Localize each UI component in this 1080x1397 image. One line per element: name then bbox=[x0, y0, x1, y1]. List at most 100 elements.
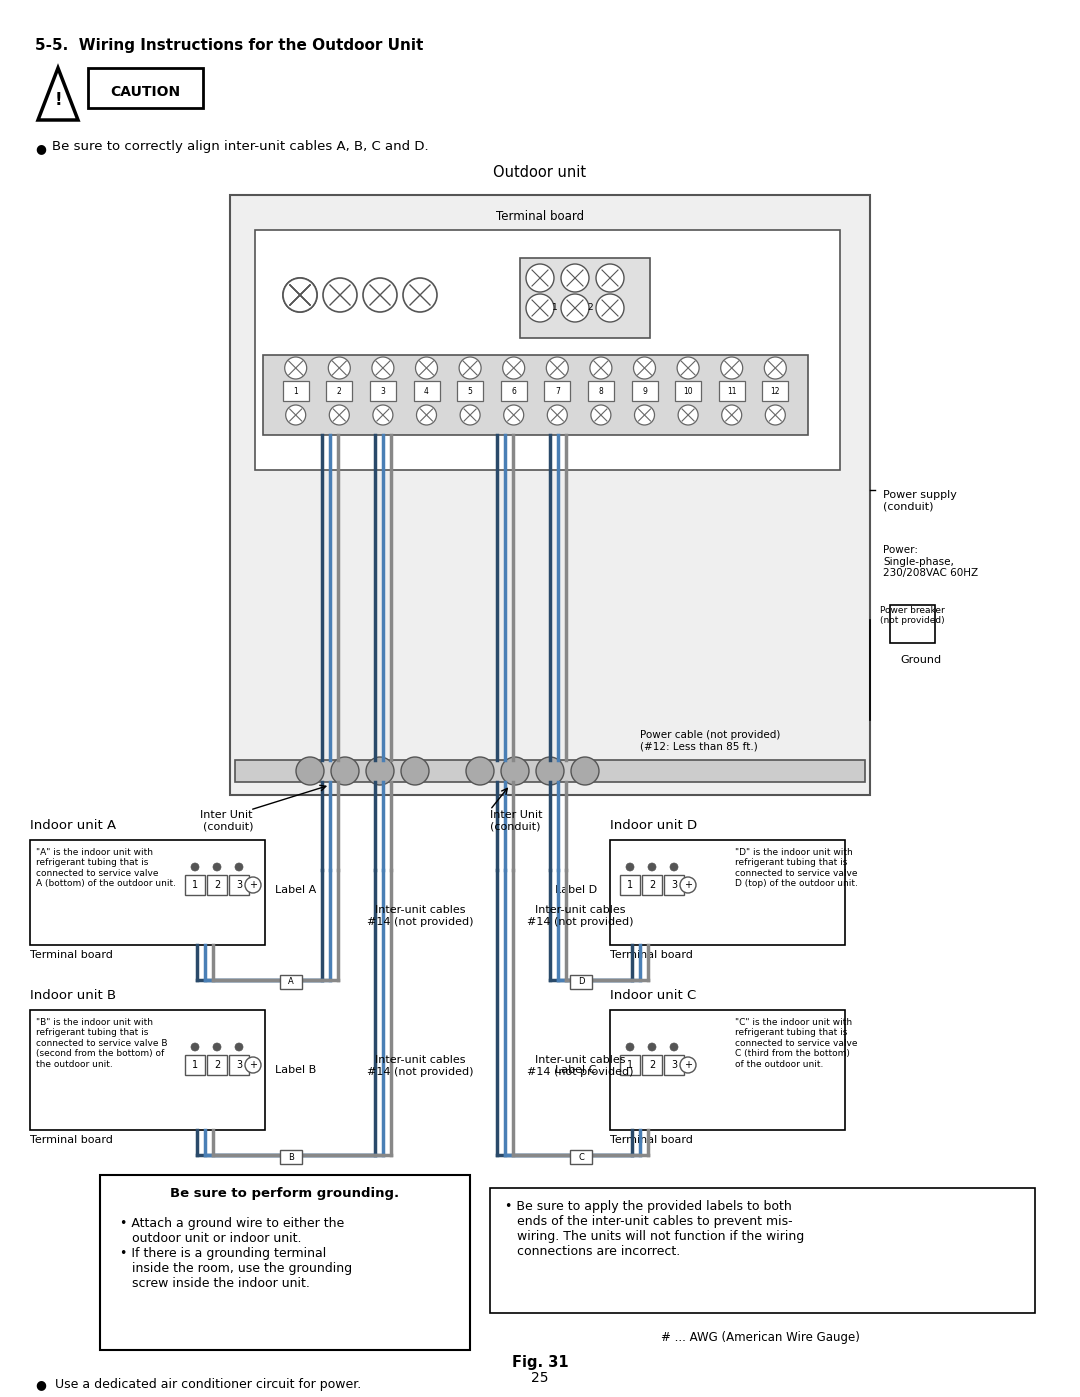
Circle shape bbox=[191, 863, 199, 870]
Bar bbox=[664, 875, 684, 895]
Circle shape bbox=[416, 358, 437, 379]
Text: Fig. 31: Fig. 31 bbox=[512, 1355, 568, 1370]
Text: "B" is the indoor unit with
refrigerant tubing that is
connected to service valv: "B" is the indoor unit with refrigerant … bbox=[36, 1018, 167, 1069]
Circle shape bbox=[286, 405, 306, 425]
Circle shape bbox=[323, 278, 357, 312]
Bar bbox=[610, 1010, 845, 1130]
Text: 7: 7 bbox=[555, 387, 559, 395]
Bar bbox=[185, 1055, 205, 1076]
Text: Inter-unit cables
#14 (not provided): Inter-unit cables #14 (not provided) bbox=[527, 1055, 633, 1077]
Text: Power:
Single-phase,
230/208VAC 60HZ: Power: Single-phase, 230/208VAC 60HZ bbox=[883, 545, 978, 578]
Bar bbox=[519, 258, 650, 338]
Circle shape bbox=[678, 405, 698, 425]
Circle shape bbox=[366, 757, 394, 785]
Text: Inter-unit cables
#14 (not provided): Inter-unit cables #14 (not provided) bbox=[527, 905, 633, 926]
Text: Inter Unit
(conduit): Inter Unit (conduit) bbox=[201, 810, 253, 831]
Text: Inter-unit cables
#14 (not provided): Inter-unit cables #14 (not provided) bbox=[367, 905, 473, 926]
Text: Label A: Label A bbox=[275, 886, 316, 895]
Text: ●: ● bbox=[35, 142, 45, 155]
Circle shape bbox=[596, 264, 624, 292]
Bar bbox=[620, 1055, 640, 1076]
Bar bbox=[87, 68, 203, 108]
Text: +: + bbox=[249, 880, 257, 890]
Text: 9: 9 bbox=[643, 387, 647, 395]
Text: 5: 5 bbox=[468, 387, 473, 395]
Bar bbox=[414, 381, 440, 401]
Text: 5-5.  Wiring Instructions for the Outdoor Unit: 5-5. Wiring Instructions for the Outdoor… bbox=[35, 38, 423, 53]
Text: +: + bbox=[684, 880, 692, 890]
Text: 1: 1 bbox=[192, 880, 198, 890]
Text: 1: 1 bbox=[626, 880, 633, 890]
Circle shape bbox=[766, 405, 785, 425]
Circle shape bbox=[626, 1044, 634, 1051]
Circle shape bbox=[721, 405, 742, 425]
Circle shape bbox=[670, 863, 678, 870]
Circle shape bbox=[648, 1044, 656, 1051]
Bar bbox=[229, 875, 249, 895]
Text: 11: 11 bbox=[727, 387, 737, 395]
Circle shape bbox=[459, 358, 481, 379]
Bar bbox=[664, 1055, 684, 1076]
Text: Indoor unit A: Indoor unit A bbox=[30, 819, 117, 833]
Circle shape bbox=[670, 1044, 678, 1051]
Text: +: + bbox=[249, 1060, 257, 1070]
Text: 4: 4 bbox=[424, 387, 429, 395]
Bar bbox=[30, 840, 265, 944]
Bar bbox=[501, 381, 527, 401]
Text: Be sure to perform grounding.: Be sure to perform grounding. bbox=[171, 1187, 400, 1200]
Text: Power breaker
(not provided): Power breaker (not provided) bbox=[879, 606, 944, 626]
Bar bbox=[229, 1055, 249, 1076]
Text: "D" is the indoor unit with
refrigerant tubing that is
connected to service valv: "D" is the indoor unit with refrigerant … bbox=[735, 848, 858, 888]
Circle shape bbox=[330, 757, 359, 785]
Text: 25: 25 bbox=[531, 1370, 549, 1384]
Bar bbox=[718, 381, 745, 401]
Text: 2: 2 bbox=[649, 880, 656, 890]
Bar bbox=[632, 381, 658, 401]
Text: 6: 6 bbox=[511, 387, 516, 395]
Circle shape bbox=[720, 358, 743, 379]
Circle shape bbox=[502, 358, 525, 379]
Text: Terminal board: Terminal board bbox=[610, 950, 693, 960]
Text: !: ! bbox=[54, 91, 62, 109]
Bar bbox=[207, 1055, 227, 1076]
Circle shape bbox=[401, 757, 429, 785]
Bar bbox=[762, 381, 788, 401]
Circle shape bbox=[526, 264, 554, 292]
Text: C: C bbox=[578, 1153, 584, 1161]
Text: "C" is the indoor unit with
refrigerant tubing that is
connected to service valv: "C" is the indoor unit with refrigerant … bbox=[735, 1018, 858, 1069]
Text: Use a dedicated air conditioner circuit for power.: Use a dedicated air conditioner circuit … bbox=[55, 1377, 361, 1391]
Bar bbox=[642, 1055, 662, 1076]
Text: 2: 2 bbox=[337, 387, 341, 395]
Circle shape bbox=[245, 877, 261, 893]
Text: Inter-unit cables
#14 (not provided): Inter-unit cables #14 (not provided) bbox=[367, 1055, 473, 1077]
Circle shape bbox=[191, 1044, 199, 1051]
Circle shape bbox=[245, 1058, 261, 1073]
Bar bbox=[890, 605, 935, 643]
Text: Terminal board: Terminal board bbox=[30, 1134, 113, 1146]
Text: 3: 3 bbox=[671, 1060, 677, 1070]
Text: 3: 3 bbox=[671, 880, 677, 890]
Circle shape bbox=[283, 278, 318, 312]
Text: 1: 1 bbox=[294, 387, 298, 395]
Circle shape bbox=[526, 293, 554, 321]
Text: 1: 1 bbox=[192, 1060, 198, 1070]
Circle shape bbox=[285, 358, 307, 379]
Text: • Be sure to apply the provided labels to both
   ends of the inter-unit cables : • Be sure to apply the provided labels t… bbox=[505, 1200, 805, 1259]
Bar bbox=[620, 875, 640, 895]
Circle shape bbox=[635, 405, 654, 425]
Polygon shape bbox=[38, 68, 78, 120]
Bar bbox=[30, 1010, 265, 1130]
Circle shape bbox=[677, 358, 699, 379]
Text: 3: 3 bbox=[380, 387, 386, 395]
Bar bbox=[570, 1150, 592, 1164]
Text: 2: 2 bbox=[649, 1060, 656, 1070]
Circle shape bbox=[328, 358, 350, 379]
Bar bbox=[264, 355, 808, 434]
Circle shape bbox=[460, 405, 481, 425]
Text: Terminal board: Terminal board bbox=[496, 210, 584, 224]
Text: D: D bbox=[578, 978, 584, 986]
Text: Power cable (not provided)
(#12: Less than 85 ft.): Power cable (not provided) (#12: Less th… bbox=[640, 731, 781, 752]
Text: 2: 2 bbox=[214, 1060, 220, 1070]
Bar bbox=[185, 875, 205, 895]
Circle shape bbox=[403, 278, 437, 312]
